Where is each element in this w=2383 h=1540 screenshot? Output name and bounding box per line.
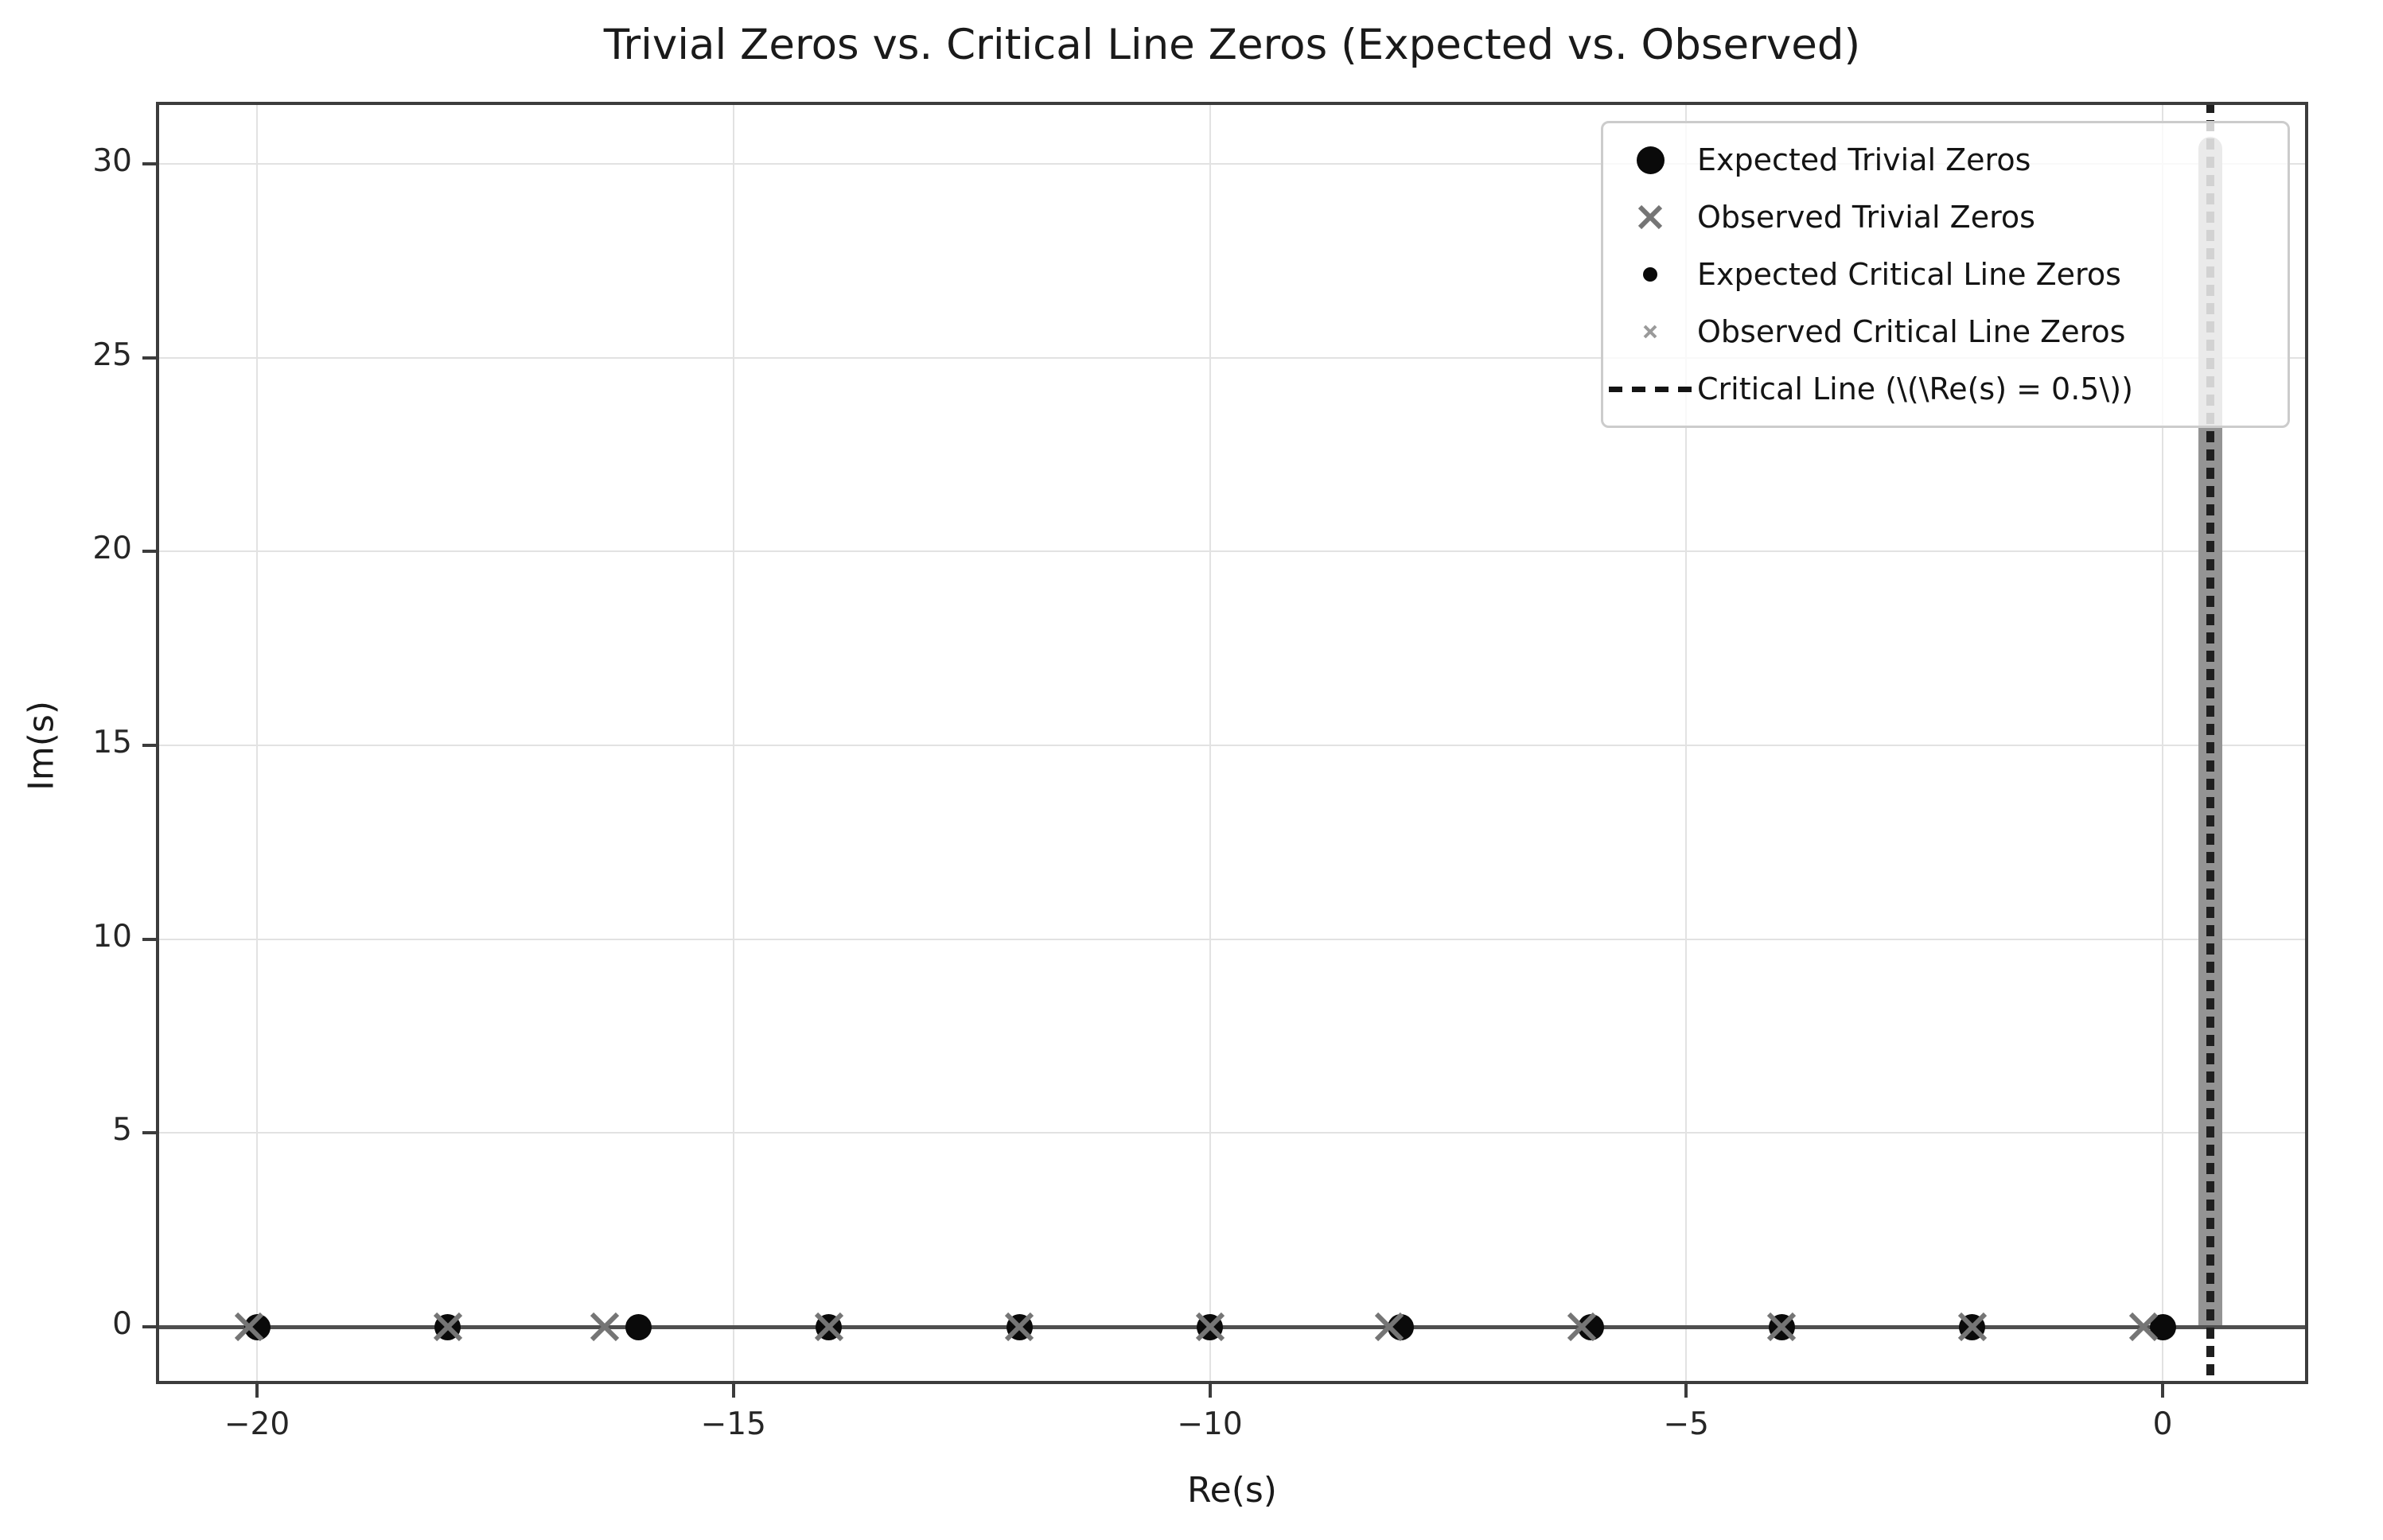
y-tick-label: 30 — [92, 143, 132, 180]
x-tick-mark — [1684, 1384, 1688, 1398]
x-tick-label: 0 — [2152, 1406, 2173, 1442]
observed-trivial-zero-marker — [1195, 1312, 1225, 1342]
y-tick-label: 15 — [92, 725, 132, 761]
y-gridline — [156, 356, 2308, 359]
observed-trivial-zero-marker — [1957, 1312, 1988, 1342]
x-tick-mark — [2161, 1384, 2164, 1398]
y-axis-label: Im(s) — [21, 700, 62, 791]
y-tick-mark — [142, 1325, 156, 1328]
observed-trivial-zero-marker — [2128, 1312, 2159, 1342]
y-tick-mark — [142, 937, 156, 941]
y-gridline — [156, 745, 2308, 747]
y-tick-label: 25 — [92, 336, 132, 373]
y-tick-mark — [142, 550, 156, 554]
x-tick-mark — [1208, 1384, 1212, 1398]
y-gridline — [156, 938, 2308, 940]
legend-item-expected-trivial-zeros: Expected Trivial Zeros — [1603, 132, 2288, 188]
legend-item-label: Critical Line (\(\Re(s) = 0.5\)) — [1697, 371, 2133, 406]
legend-item-label: Expected Critical Line Zeros — [1697, 257, 2121, 292]
y-tick-mark — [142, 1131, 156, 1135]
axis-spine-bottom — [156, 1381, 2308, 1384]
legend-item-observed-critical-line-zeros: Observed Critical Line Zeros — [1603, 304, 2288, 360]
small-black-dot-icon — [1603, 267, 1697, 282]
zero-line — [156, 1324, 2308, 1329]
critical-line-dashed — [2206, 102, 2214, 1384]
gray-x-icon — [1603, 202, 1697, 232]
axis-spine-top — [156, 102, 2308, 105]
observed-trivial-zero-marker — [1374, 1312, 1404, 1342]
observed-trivial-zero-marker — [1766, 1312, 1797, 1342]
legend-item-observed-trivial-zeros: Observed Trivial Zeros — [1603, 189, 2288, 245]
y-tick-mark — [142, 356, 156, 360]
y-tick-label: 20 — [92, 531, 132, 567]
figure-title: Trivial Zeros vs. Critical Line Zeros (E… — [603, 21, 1861, 69]
y-tick-mark — [142, 744, 156, 748]
observed-trivial-zero-marker — [590, 1312, 620, 1342]
axis-spine-left — [156, 102, 159, 1384]
legend-item-label: Expected Trivial Zeros — [1697, 142, 2031, 177]
x-axis-label: Re(s) — [1187, 1470, 1277, 1511]
large-black-circle-icon — [1603, 146, 1697, 174]
x-tick-mark — [255, 1384, 259, 1398]
observed-trivial-zero-marker — [1004, 1312, 1034, 1342]
y-tick-label: 10 — [92, 918, 132, 955]
legend: Expected Trivial Zeros Observed Trivial … — [1601, 121, 2290, 428]
y-tick-label: 5 — [112, 1112, 132, 1149]
expected-trivial-zero-marker — [625, 1313, 652, 1340]
observed-trivial-zero-marker — [1567, 1312, 1597, 1342]
legend-item-label: Observed Critical Line Zeros — [1697, 314, 2126, 349]
x-gridline — [1685, 102, 1688, 1384]
y-gridline — [156, 1132, 2308, 1134]
y-tick-label: 0 — [112, 1306, 132, 1342]
legend-item-label: Observed Trivial Zeros — [1697, 200, 2035, 235]
x-tick-mark — [731, 1384, 735, 1398]
observed-trivial-zero-marker — [814, 1312, 844, 1342]
small-gray-x-icon — [1603, 324, 1697, 340]
y-gridline — [156, 550, 2308, 553]
axis-spine-right — [2305, 102, 2308, 1384]
legend-item-critical-line: Critical Line (\(\Re(s) = 0.5\)) — [1603, 361, 2288, 417]
x-gridline — [732, 102, 734, 1384]
x-gridline — [2162, 102, 2163, 1384]
y-gridline — [156, 163, 2308, 165]
x-tick-label: −10 — [1177, 1406, 1243, 1442]
x-gridline — [256, 102, 258, 1384]
observed-trivial-zero-marker — [433, 1312, 463, 1342]
x-tick-label: −5 — [1663, 1406, 1710, 1442]
y-tick-mark — [142, 162, 156, 166]
x-gridline — [1209, 102, 1211, 1384]
x-tick-label: −15 — [700, 1406, 766, 1442]
observed-trivial-zero-marker — [234, 1312, 264, 1342]
x-tick-label: −20 — [224, 1406, 290, 1442]
legend-item-expected-critical-line-zeros: Expected Critical Line Zeros — [1603, 247, 2288, 302]
black-dashed-line-icon — [1603, 386, 1697, 392]
